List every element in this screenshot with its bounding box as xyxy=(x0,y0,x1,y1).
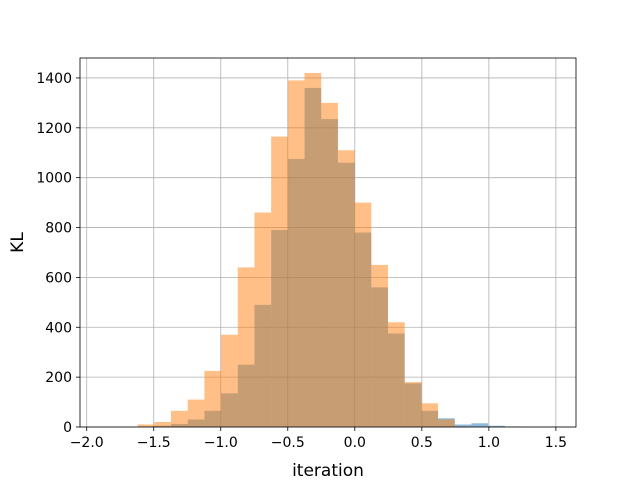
y-tick-label: 1200 xyxy=(36,121,72,137)
plot-frame xyxy=(79,57,577,428)
y-tick-label: 600 xyxy=(45,270,72,286)
y-tick-label: 800 xyxy=(45,221,72,237)
histogram-bar-series-2 xyxy=(421,403,439,427)
histogram-bar-series-2 xyxy=(271,136,288,427)
histogram-bar-series-2 xyxy=(137,424,155,427)
histogram-bar-series-2 xyxy=(154,422,172,427)
y-tick-label: 1400 xyxy=(36,71,72,87)
histogram-bar-series-2 xyxy=(404,382,422,427)
histogram-bar-series-2 xyxy=(171,410,188,427)
x-tick-label: 1.5 xyxy=(545,435,567,451)
histogram-bar-series-2 xyxy=(287,80,305,428)
x-tick-label: −0.5 xyxy=(271,435,305,451)
histogram-bar-series-2 xyxy=(254,212,272,427)
histogram-bar-series-2 xyxy=(321,102,338,427)
y-tick-label: 200 xyxy=(45,370,72,386)
histogram-bar-series-1 xyxy=(488,425,505,427)
x-tick-label: 0.5 xyxy=(411,435,433,451)
histogram-bar-series-2 xyxy=(337,150,355,427)
histogram-bar-series-2 xyxy=(187,399,205,427)
histogram-bar-series-2 xyxy=(371,264,388,427)
histogram-bar-series-2 xyxy=(221,334,238,427)
y-tick-label: 1000 xyxy=(36,171,72,187)
x-tick-label: −1.5 xyxy=(137,435,171,451)
histogram-bar-series-2 xyxy=(204,370,222,427)
x-axis-label: iteration xyxy=(292,461,364,480)
axis-ticks: −2.0 −1.5 −1.0 −0.5 0.0 0.5 1.0 1.5 0 200 400 600 80… xyxy=(36,71,567,451)
histogram-bar-series-1 xyxy=(454,424,472,427)
y-axis-label: KL xyxy=(8,232,28,253)
x-tick-label: 1.0 xyxy=(478,435,500,451)
histogram-bar-series-2 xyxy=(304,72,322,427)
histogram-bar-series-2 xyxy=(387,322,405,427)
x-tick-label: −1.0 xyxy=(204,435,238,451)
histogram-bar-series-2 xyxy=(237,267,255,427)
x-tick-label: 0.0 xyxy=(344,435,366,451)
histogram-bar-series-2 xyxy=(354,202,372,427)
y-tick-label: 400 xyxy=(45,320,72,336)
histogram-bars xyxy=(137,72,522,428)
x-tick-label: −2.0 xyxy=(70,435,104,451)
histogram-bar-series-2 xyxy=(438,419,455,427)
y-tick-label: 0 xyxy=(63,420,72,436)
histogram-bar-series-1 xyxy=(471,423,489,427)
